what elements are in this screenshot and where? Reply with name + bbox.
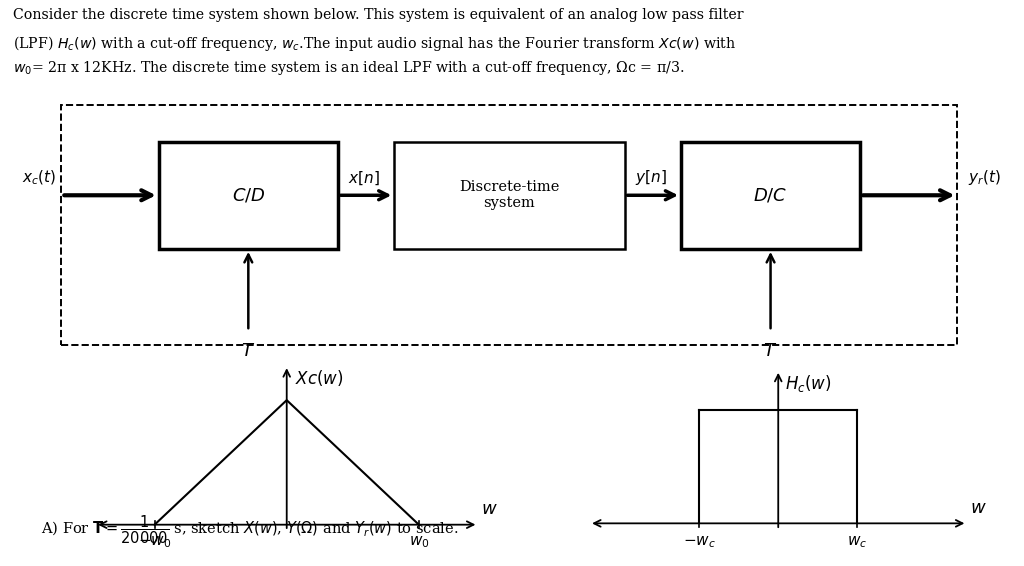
Text: (LPF) $H_c(w)$ with a cut-off frequency, $w_c$.The input audio signal has the Fo: (LPF) $H_c(w)$ with a cut-off frequency,… — [13, 34, 736, 53]
Text: Discrete-time
system: Discrete-time system — [459, 180, 560, 211]
Text: $w$: $w$ — [481, 500, 498, 518]
Text: $y_r(t)$: $y_r(t)$ — [968, 168, 1000, 187]
Text: $y[n]$: $y[n]$ — [635, 168, 667, 187]
Bar — [681, 142, 860, 249]
Text: $x_c(t)$: $x_c(t)$ — [23, 168, 56, 187]
Text: $C/D$: $C/D$ — [231, 186, 265, 204]
Text: $H_c(w)$: $H_c(w)$ — [784, 372, 831, 393]
Text: $w_0$= 2π x 12KHz. The discrete time system is an ideal LPF with a cut-off frequ: $w_0$= 2π x 12KHz. The discrete time sys… — [13, 59, 685, 78]
Bar — [61, 105, 957, 345]
Text: Consider the discrete time system shown below. This system is equivalent of an a: Consider the discrete time system shown … — [13, 8, 743, 23]
Text: $T$: $T$ — [242, 342, 255, 361]
Text: $w_0$: $w_0$ — [409, 535, 429, 550]
Text: $Xc(w)$: $Xc(w)$ — [295, 368, 343, 388]
Text: $w$: $w$ — [971, 499, 987, 517]
Text: $T$: $T$ — [764, 342, 777, 361]
Bar — [159, 142, 338, 249]
Text: $-w_0$: $-w_0$ — [138, 535, 171, 550]
Text: $x[n]$: $x[n]$ — [348, 169, 380, 187]
Text: $D/C$: $D/C$ — [754, 186, 787, 204]
Text: $w_c$: $w_c$ — [847, 534, 867, 550]
Text: $-w_c$: $-w_c$ — [683, 534, 716, 550]
Bar — [394, 142, 625, 249]
Text: A) For $\mathbf{T} = \dfrac{1}{20000}$ s, sketch $X(w)$, $Y(\Omega)$ and $Y_r(w): A) For $\mathbf{T} = \dfrac{1}{20000}$ s… — [41, 513, 459, 546]
